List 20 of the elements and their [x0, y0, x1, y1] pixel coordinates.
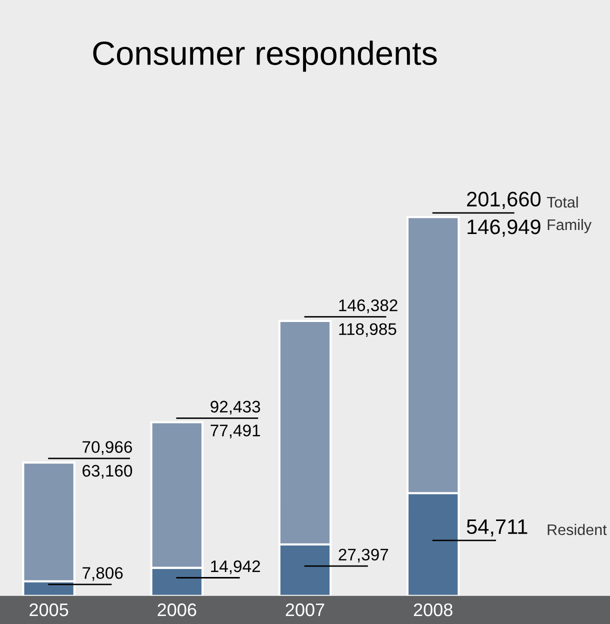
total-label: 92,433 — [210, 400, 260, 415]
chart-title: Consumer respondents — [93, 40, 437, 72]
data-label: 27,397 — [338, 548, 388, 562]
x-tick-label: 2006 — [158, 603, 196, 616]
data-label: 14,942 — [211, 560, 260, 574]
total-label: 70,966 — [82, 441, 132, 455]
data-label: 63,160 — [82, 464, 132, 479]
data-label: 7,806 — [82, 567, 123, 581]
text: Resident — [548, 524, 607, 536]
text: Family — [548, 218, 592, 234]
x-tick-label: 2005 — [30, 603, 68, 616]
total-label: 146,382 — [339, 299, 398, 314]
data-label: 118,985 — [339, 323, 396, 338]
x-tick-label: 2007 — [286, 603, 324, 616]
data-label: 77,491 — [210, 424, 260, 438]
text: Total — [546, 196, 578, 208]
data-label: 54,711 — [466, 519, 528, 536]
x-tick-label: 2008 — [414, 603, 452, 616]
total-label: 201,660 — [467, 192, 541, 210]
data-label: 146,949 — [468, 219, 540, 237]
